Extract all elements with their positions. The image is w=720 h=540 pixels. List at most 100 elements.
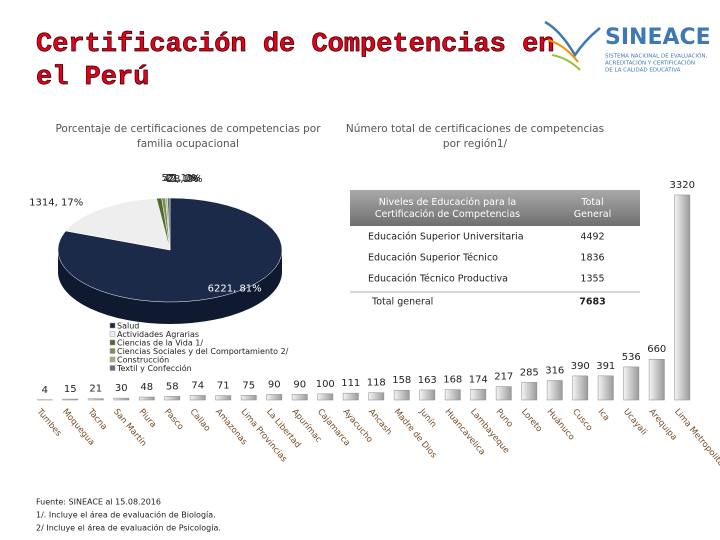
pie-slice (167, 197, 171, 251)
bar-value-label: 285 (520, 367, 539, 378)
legend-swatch (109, 331, 116, 337)
table-cell: 1355 (580, 274, 604, 285)
bar (470, 389, 487, 401)
bar-value-label: 390 (571, 361, 590, 372)
bar-value-label: 100 (316, 379, 335, 390)
bar (62, 398, 79, 401)
chart-title: Porcentaje de certificaciones de compete… (55, 123, 321, 135)
bar-value-label: 90 (293, 379, 306, 390)
pie-value-label: 1314, 17% (29, 198, 83, 209)
pie-value-label: 57, 1% (162, 173, 197, 184)
table-header-cell: Total General (574, 197, 611, 220)
table-header-line: Certificación de Competencias (375, 209, 520, 220)
bar (215, 395, 232, 401)
logo-name: SINEACE (605, 25, 711, 50)
bar-value-label: 118 (367, 378, 386, 389)
bar (113, 397, 130, 401)
bar (189, 395, 206, 401)
table-cell: Educación Superior Universitaria (368, 232, 524, 243)
bar-value-label: 4 (42, 385, 48, 396)
bar (342, 392, 359, 401)
bar-value-label: 3320 (670, 180, 695, 191)
table: Niveles de Educación para la Certificació… (350, 188, 640, 318)
pie-chart: Porcentaje de certificaciones de compete… (29, 123, 321, 373)
legend-swatch (109, 322, 116, 329)
bar (521, 382, 538, 401)
table-header (350, 190, 640, 226)
bar (572, 375, 589, 401)
bar-value-label: 90 (268, 379, 281, 390)
bar-value-label: 217 (494, 372, 513, 383)
logo-mark (544, 20, 601, 71)
chart-title: familia ocupacional (137, 138, 239, 150)
bar-value-label: 75 (242, 380, 255, 391)
bar-value-label: 30 (115, 383, 128, 394)
bar (291, 394, 308, 401)
bar-value-label: 536 (622, 352, 641, 363)
legend-label: Construcción (117, 355, 169, 365)
legend-label: Ciencias Sociales y del Comportamiento 2… (117, 347, 289, 356)
legend-swatch (109, 339, 116, 346)
table-cell: Educación Técnico Productiva (368, 274, 508, 285)
table-header-line: Niveles de Educación para la (379, 197, 516, 208)
bar (597, 375, 614, 401)
table-total-value: 7683 (579, 297, 605, 308)
bar-value-label: 660 (647, 344, 666, 355)
table-header-line: General (574, 209, 611, 220)
footnote: Fuente: SINEACE al 15.08.2016 (36, 498, 161, 507)
bar-value-label: 21 (89, 384, 102, 395)
chart-title: por región1/ (443, 138, 508, 150)
pie-value-label: 21, 0% (166, 173, 201, 184)
bar-value-label: 15 (64, 384, 77, 395)
bar-value-label: 71 (217, 381, 230, 392)
bar (419, 389, 436, 401)
table-cell: 4492 (580, 232, 604, 243)
legend-label: Textil y Confección (116, 363, 192, 373)
pie-value-label: 6221, 81% (208, 284, 262, 295)
table-total-label: Total general (371, 297, 433, 308)
table-cell: 1836 (580, 253, 604, 264)
bar (164, 396, 181, 401)
legend-swatch (109, 348, 116, 354)
title-line: el Perú (36, 63, 149, 93)
logo-stroke (544, 20, 601, 58)
bar (674, 194, 691, 401)
legend-label: Actividades Agrarias (117, 330, 199, 339)
table-cell: Educación Superior Técnico (368, 253, 498, 264)
bar-value-label: 158 (392, 375, 411, 386)
bar (317, 393, 334, 401)
bar (138, 396, 155, 401)
bar (648, 358, 665, 401)
footnote: 2/ Incluye el área de evaluación de Psic… (36, 523, 221, 533)
footnote: 1/. Incluye el área de evaluación de Bio… (36, 510, 216, 520)
bar (240, 395, 257, 401)
legend-swatch (109, 356, 116, 363)
bar (444, 389, 461, 401)
legend-label: Salud (117, 322, 139, 331)
pie-value-label: 42, 1% (164, 174, 199, 185)
bar (266, 394, 283, 401)
pie-value-label: 28, 0% (168, 174, 203, 185)
bar (495, 386, 512, 401)
logo-stroke (551, 54, 581, 71)
logo-stroke (547, 39, 579, 63)
bar-value-label: 168 (443, 375, 462, 386)
logo-subtitle: SISTEMA NACIONAL DE EVALUACIÓN, (605, 53, 707, 60)
bar-value-label: 74 (191, 380, 204, 391)
bar-value-label: 48 (140, 382, 153, 393)
bar-value-label: 316 (545, 365, 564, 376)
legend-label: Ciencias de la Vida 1/ (117, 339, 203, 348)
title-line: Certificación de Competencias en (36, 30, 554, 60)
bar (87, 398, 104, 401)
table-header-line: Total (580, 197, 603, 208)
bar (623, 366, 640, 401)
bar-value-label: 111 (341, 378, 360, 389)
bar-value-label: 174 (469, 374, 488, 385)
bar-value-label: 391 (596, 361, 615, 372)
pie-slice (65, 198, 171, 251)
bar (393, 389, 410, 401)
legend-swatch (109, 365, 116, 371)
chart-title: Número total de certificaciones de compe… (346, 123, 604, 135)
bar-value-label: 58 (166, 381, 179, 392)
